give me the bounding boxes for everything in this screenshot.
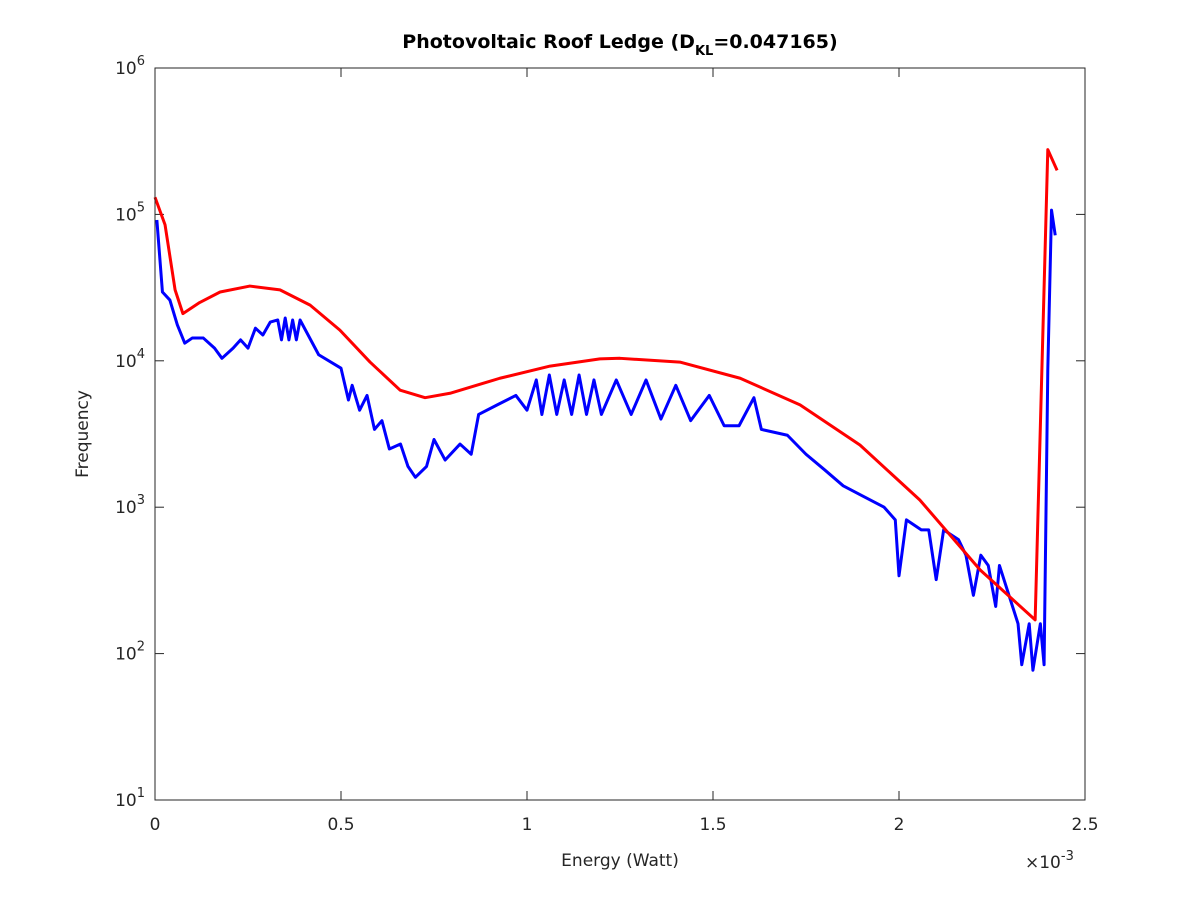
tick-base: 10 (115, 59, 137, 79)
tick-base: 10 (115, 791, 137, 811)
tick-exponent: 2 (137, 640, 145, 655)
chart-title: Photovoltaic Roof Ledge (DKL=0.047165) (402, 31, 837, 59)
y-tick-label: 106 (115, 54, 145, 79)
tick-base: 10 (115, 645, 137, 665)
y-tick-label: 105 (115, 200, 145, 225)
title-text: Photovoltaic Roof Ledge (D (402, 31, 695, 53)
x-tick-label: 1 (522, 815, 533, 835)
plot-area (155, 68, 1085, 800)
x-tick-label: 0 (150, 815, 161, 835)
y-tick-label: 103 (115, 493, 145, 518)
y-tick-label: 102 (115, 640, 145, 665)
x-tick-label: 2 (894, 815, 905, 835)
tick-exponent: 4 (137, 347, 145, 362)
tick-exponent: 5 (137, 200, 145, 215)
tick-base: 10 (115, 352, 137, 372)
title-subscript: KL (695, 44, 713, 59)
y-tick-label: 104 (115, 347, 145, 372)
x-tick-label: 0.5 (327, 815, 354, 835)
x-tick-label: 1.5 (699, 815, 726, 835)
tick-base: 10 (115, 498, 137, 518)
tick-exponent: 6 (137, 54, 145, 69)
y-axis-label: Frequency (73, 390, 93, 478)
data-line (155, 208, 1057, 672)
x-tick-label: 2.5 (1071, 815, 1098, 835)
tick-exponent: 1 (137, 786, 145, 801)
title-text: =0.047165) (713, 31, 837, 53)
data-line (153, 148, 1059, 622)
tick-base: 10 (115, 205, 137, 225)
x-axis-label: Energy (Watt) (561, 851, 679, 871)
y-tick-label: 101 (115, 786, 145, 811)
multiplier-exponent: -3 (1061, 849, 1074, 864)
axes-box (154, 67, 1086, 801)
tick-exponent: 3 (137, 493, 145, 508)
multiplier-base: ×10 (1025, 853, 1061, 873)
x-multiplier: ×10-3 (1025, 849, 1074, 873)
